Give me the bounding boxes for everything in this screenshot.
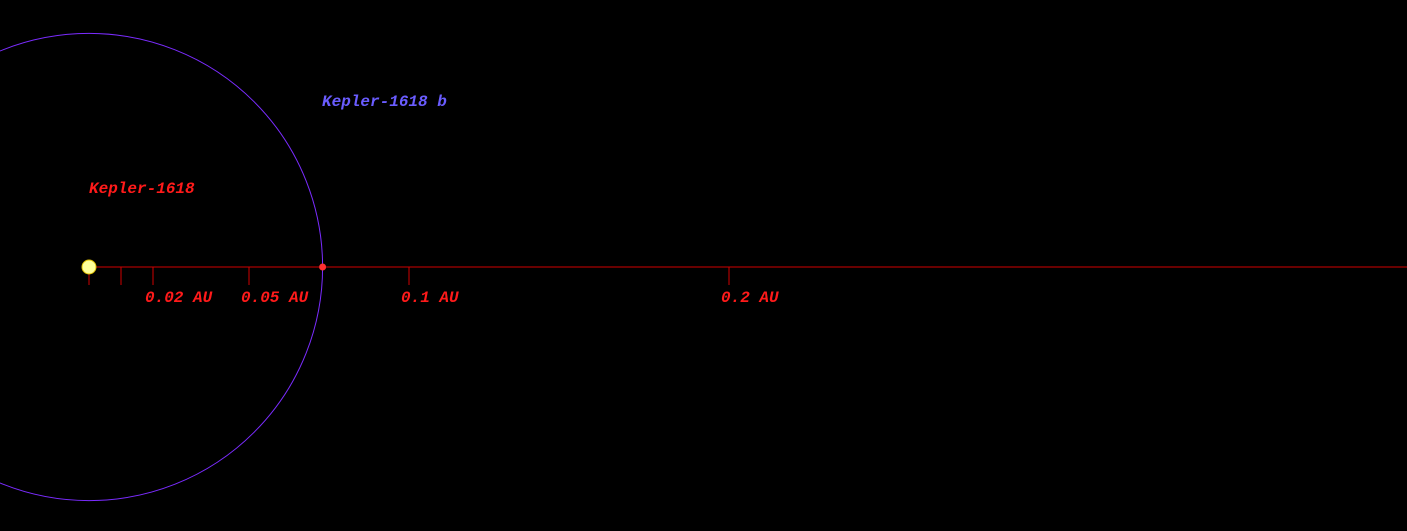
scale-tick-label: 0.05 AU <box>241 289 309 307</box>
scale-tick-label: 0.1 AU <box>401 289 459 307</box>
scale-tick-label: 0.02 AU <box>145 289 213 307</box>
planet <box>319 263 327 271</box>
star-label: Kepler-1618 <box>89 180 195 198</box>
star <box>81 259 97 275</box>
planet-label: Kepler-1618 b <box>322 93 447 111</box>
scale-tick-label: 0.2 AU <box>721 289 779 307</box>
